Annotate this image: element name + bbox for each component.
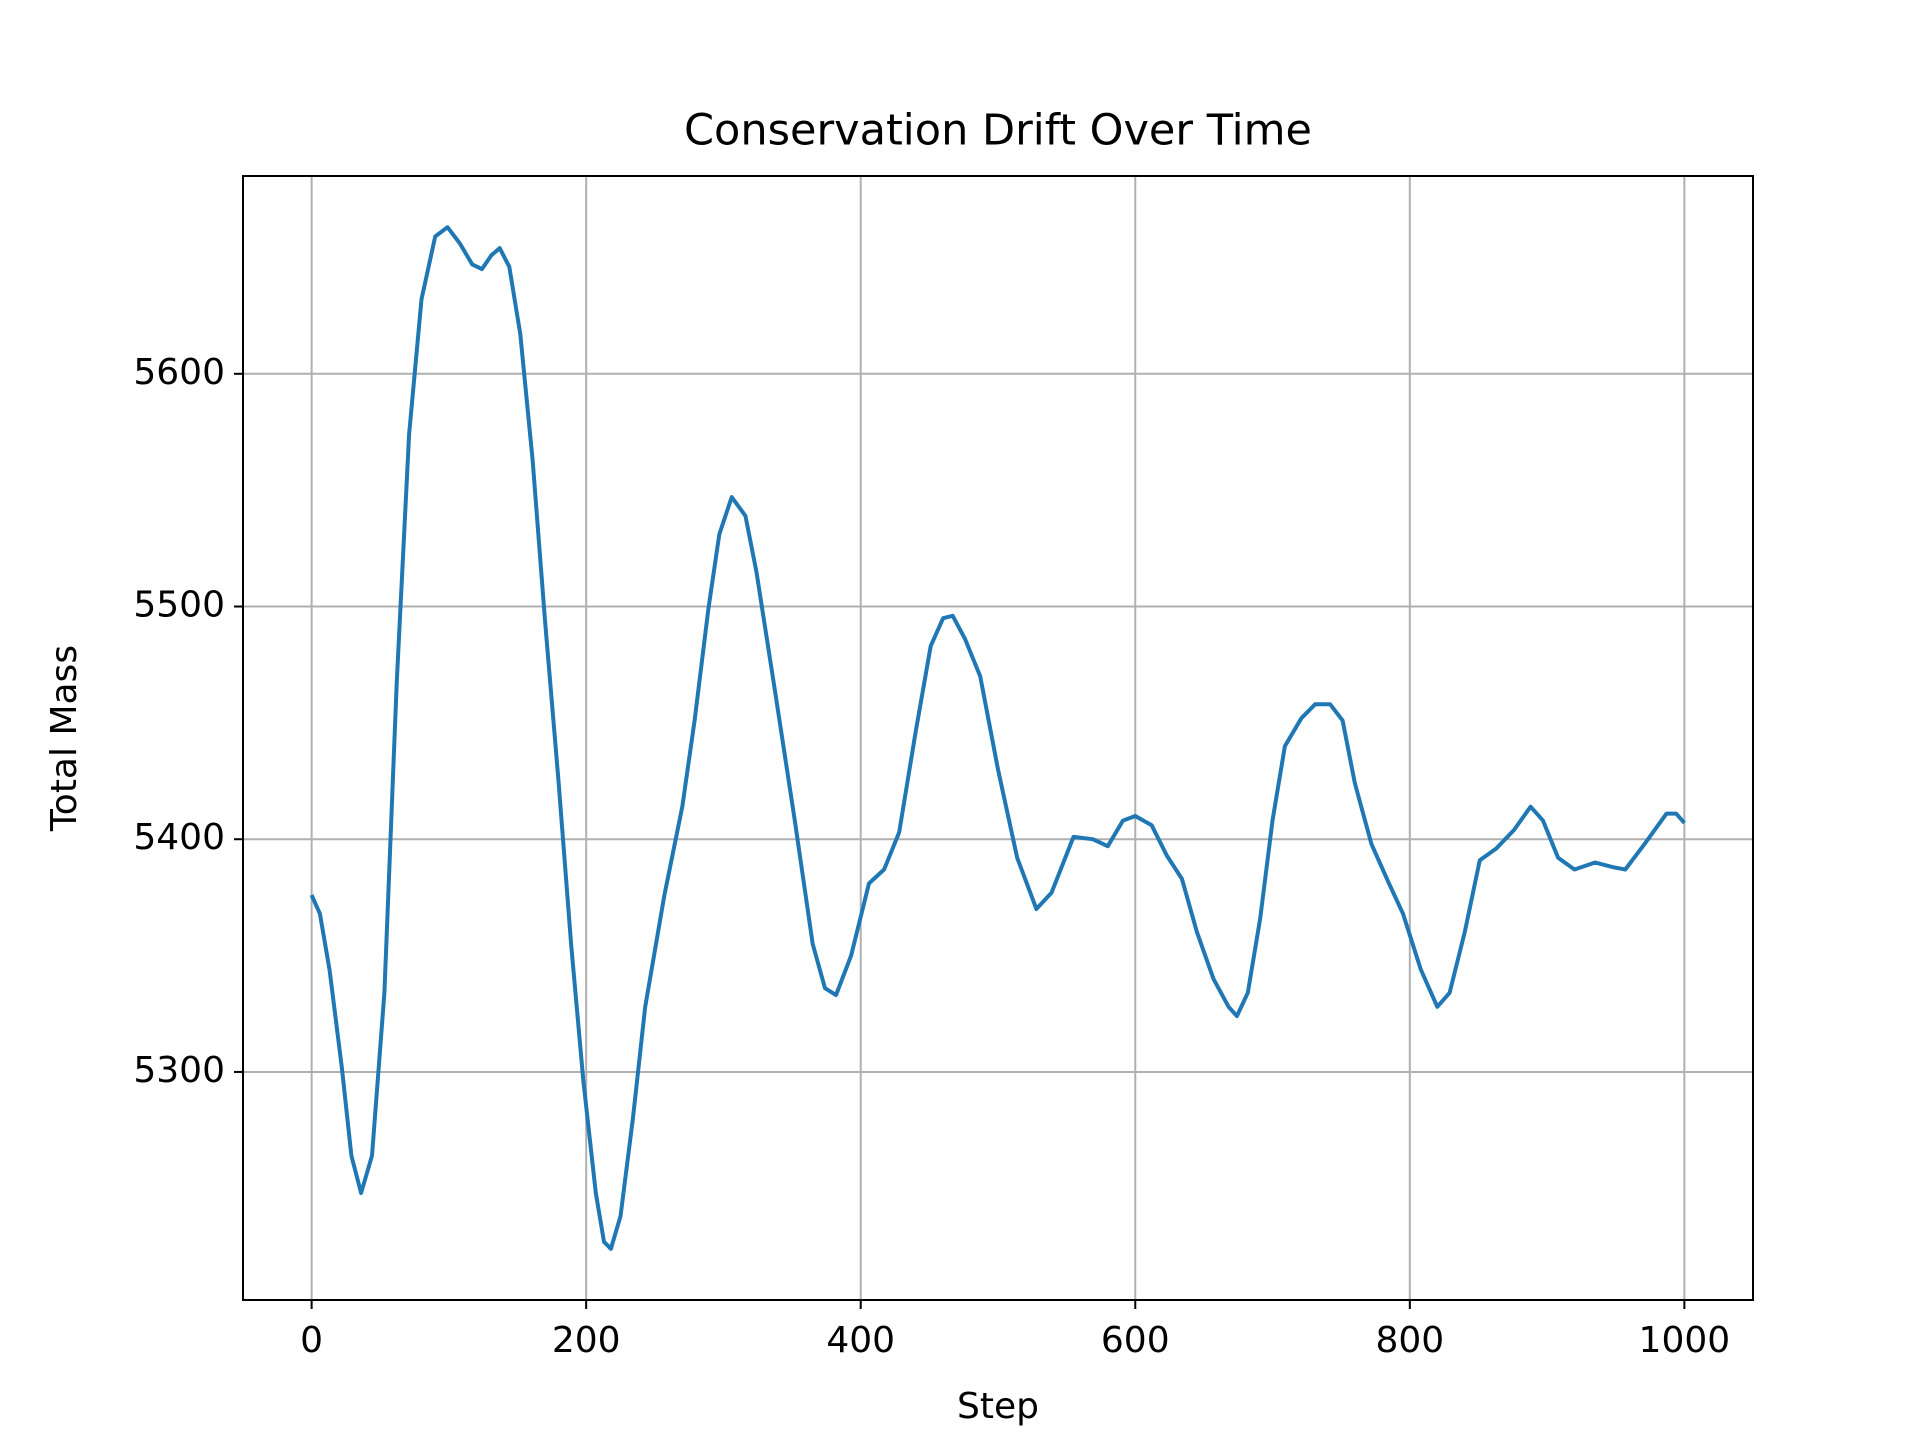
x-tick-label: 200 <box>552 1320 621 1361</box>
x-axis-label: Step <box>957 1386 1039 1427</box>
y-tick-label: 5600 <box>133 352 225 393</box>
x-tick-label: 600 <box>1101 1320 1170 1361</box>
data-line <box>309 225 1686 1251</box>
x-tick-label: 400 <box>826 1320 895 1361</box>
y-axis-label: Total Mass <box>44 645 85 832</box>
plot-frame <box>242 175 1754 1301</box>
x-tick-label: 1000 <box>1639 1320 1731 1361</box>
chart-title: Conservation Drift Over Time <box>684 106 1312 156</box>
y-tick-label: 5400 <box>133 817 225 858</box>
y-tick-label: 5300 <box>133 1050 225 1091</box>
y-tick-label: 5500 <box>133 585 225 626</box>
x-tick-label: 800 <box>1375 1320 1444 1361</box>
x-tick-label: 0 <box>300 1320 323 1361</box>
